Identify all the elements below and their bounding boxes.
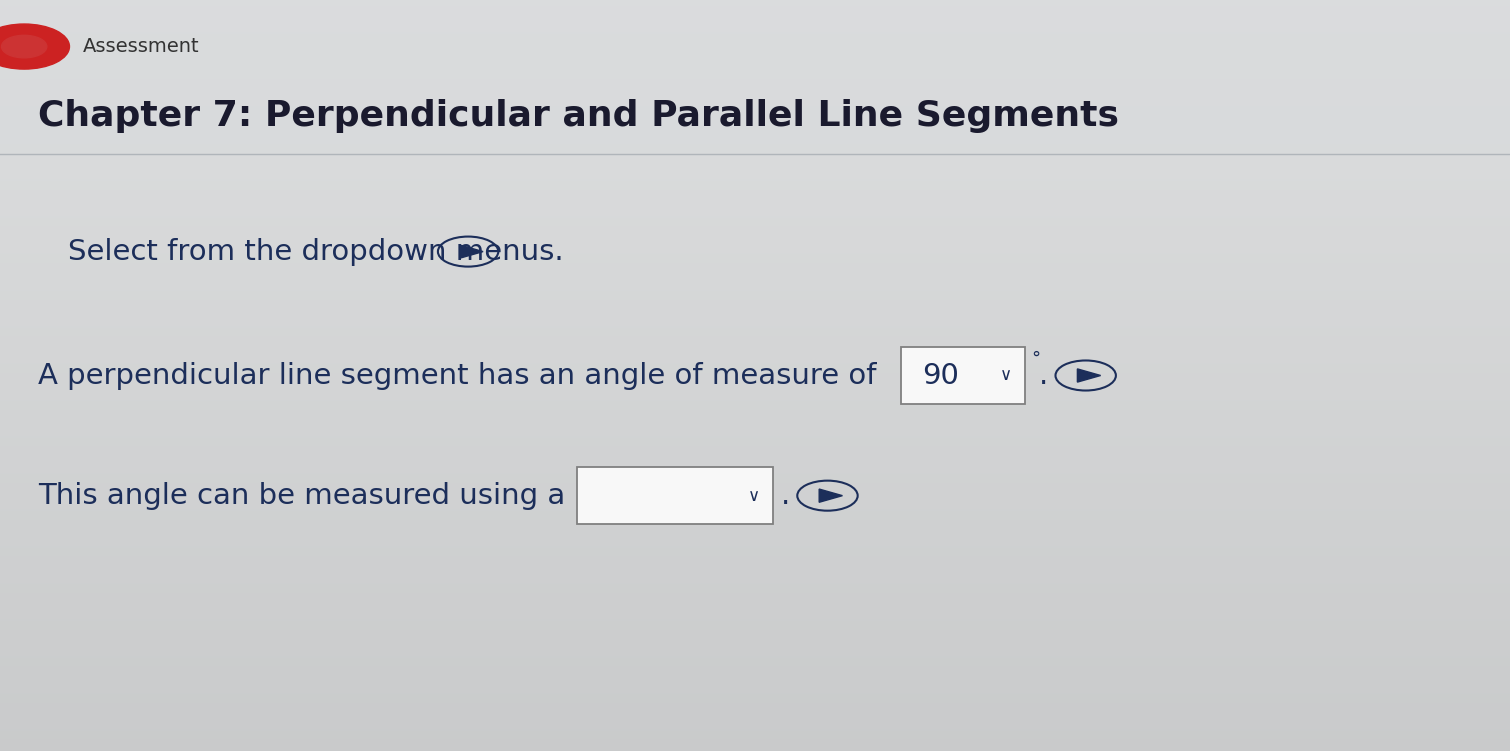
Text: Chapter 7: Perpendicular and Parallel Line Segments: Chapter 7: Perpendicular and Parallel Li… [38,99,1119,134]
Bar [901,347,1025,403]
Circle shape [0,24,69,69]
Text: 90: 90 [923,361,959,390]
Polygon shape [459,245,483,258]
Text: This angle can be measured using a: This angle can be measured using a [38,481,565,510]
Bar [0,0,1510,154]
Text: .: . [1039,361,1048,390]
Text: .: . [781,481,790,510]
Text: °: ° [1031,350,1040,368]
Text: A perpendicular line segment has an angle of measure of: A perpendicular line segment has an angl… [38,361,876,390]
Text: Assessment: Assessment [83,37,199,56]
Circle shape [2,35,47,58]
Text: ∨: ∨ [747,487,760,505]
Bar [577,467,773,524]
Text: ∨: ∨ [1000,366,1012,385]
Text: Select from the dropdown menus.: Select from the dropdown menus. [68,237,563,266]
Polygon shape [820,489,843,502]
Polygon shape [1078,369,1101,382]
